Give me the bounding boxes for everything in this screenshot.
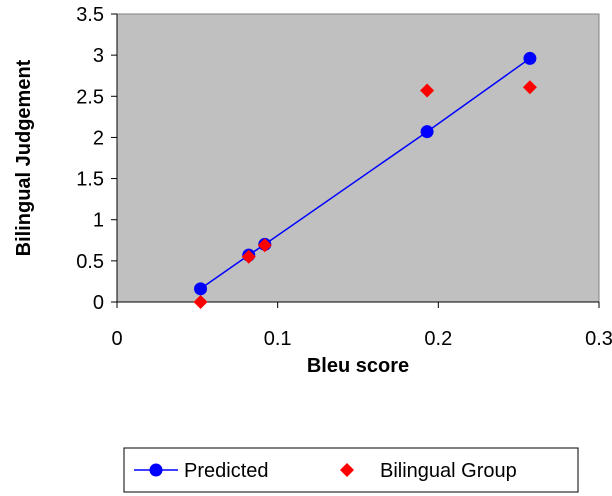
legend: Predicted Bilingual Group <box>123 447 579 493</box>
legend-predicted-marker <box>149 463 163 477</box>
x-axis-title: Bleu score <box>307 355 409 377</box>
y-tick-label: 3 <box>93 45 104 67</box>
data-point <box>420 83 435 98</box>
y-tick-label: 2 <box>93 127 104 149</box>
x-tick-label: 0.2 <box>424 328 452 350</box>
legend-bilingual-label: Bilingual Group <box>380 460 517 482</box>
data-point <box>257 238 272 253</box>
data-point <box>194 282 208 296</box>
y-tick-label: 0 <box>93 292 104 314</box>
legend-bilingual-marker <box>340 463 354 477</box>
data-point <box>522 80 537 95</box>
y-tick-label: 0.5 <box>76 251 104 273</box>
data-point <box>193 295 208 309</box>
y-tick-label: 3.5 <box>76 4 104 26</box>
data-point <box>523 51 537 65</box>
x-tick-label: 0 <box>111 328 122 350</box>
series-1 <box>193 80 537 309</box>
y-tick-label: 1.5 <box>76 169 104 191</box>
plot-area <box>116 13 600 303</box>
series-layer <box>193 51 537 309</box>
y-tick-label: 2.5 <box>76 86 104 108</box>
y-axis-title: Bilingual Judgement <box>13 59 35 256</box>
data-point <box>241 249 256 264</box>
x-tick-label: 0.1 <box>264 328 292 350</box>
x-tick-label: 0.3 <box>585 328 612 350</box>
y-tick-label: 1 <box>93 210 104 232</box>
x-axis: 0 0.1 0.2 0.3 <box>111 301 612 350</box>
legend-predicted-label: Predicted <box>184 460 269 482</box>
y-axis: 0 0.5 1 1.5 2 2.5 3 3.5 <box>76 4 118 314</box>
data-point <box>420 125 434 139</box>
